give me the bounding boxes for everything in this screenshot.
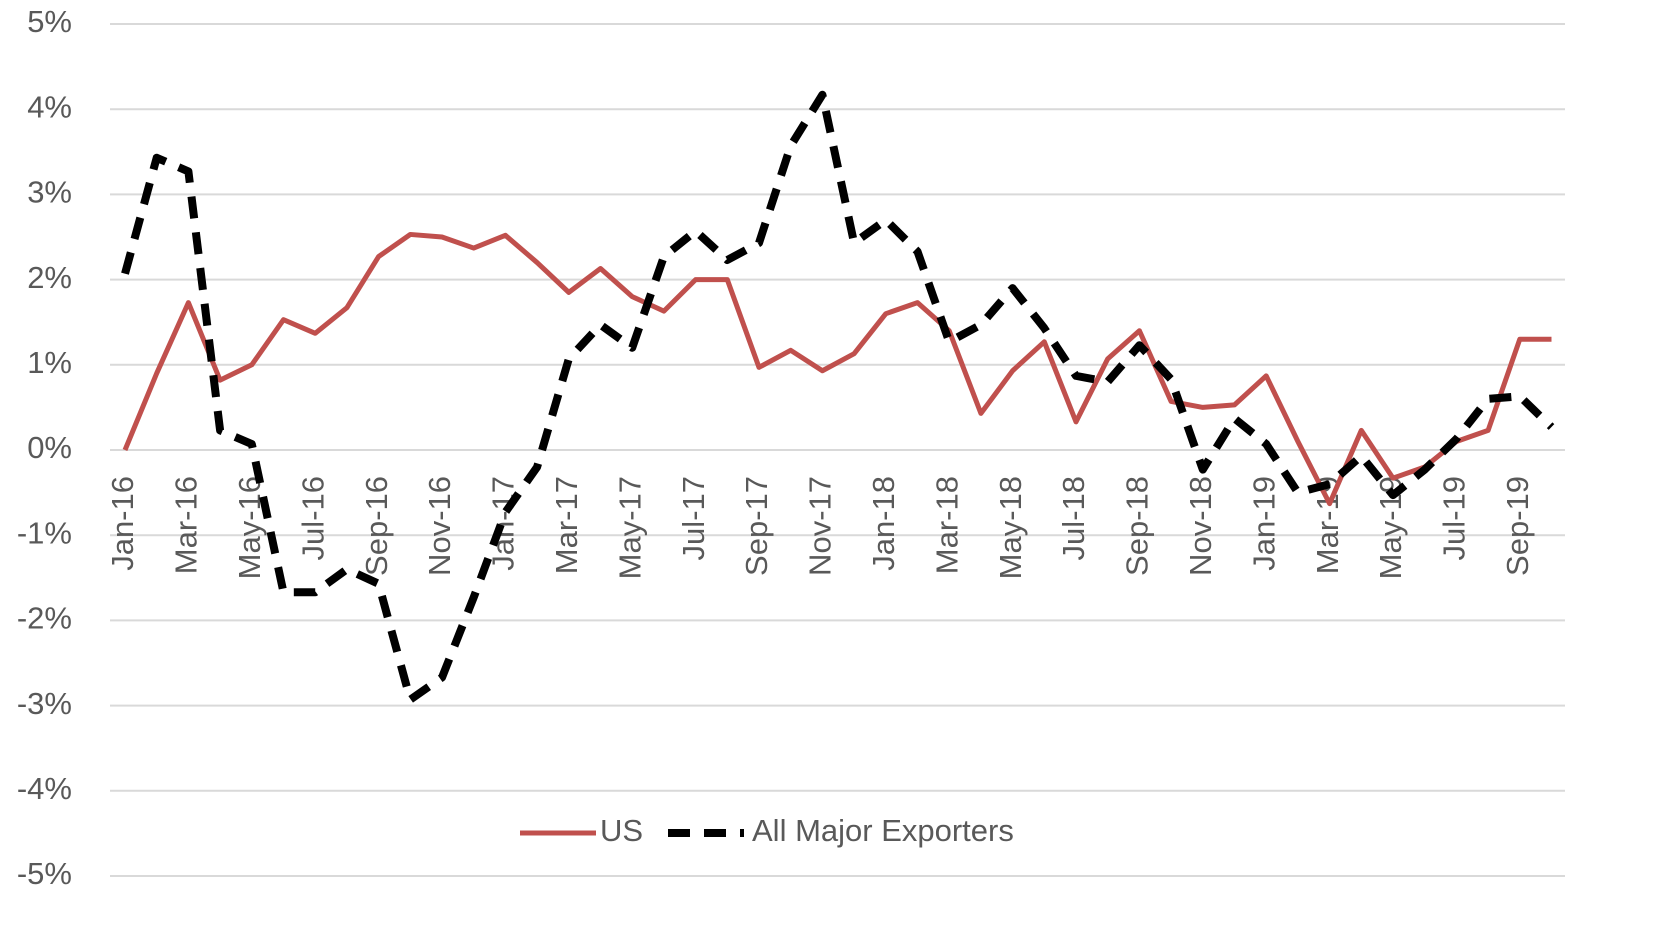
x-tick-label: May-18 (993, 476, 1028, 579)
y-tick-label: -4% (17, 771, 72, 806)
legend-label: All Major Exporters (752, 813, 1014, 848)
x-tick-label: Sep-17 (739, 476, 774, 576)
x-tick-label: Sep-19 (1500, 476, 1535, 576)
y-tick-label: 3% (27, 175, 72, 210)
x-tick-label: Mar-17 (549, 476, 584, 574)
y-tick-label: 5% (27, 4, 72, 39)
x-tick-label: Mar-19 (1310, 476, 1345, 574)
y-tick-label: 1% (27, 345, 72, 380)
x-tick-label: Jul-17 (676, 476, 711, 560)
y-tick-label: 4% (27, 89, 72, 124)
y-tick-label: 2% (27, 260, 72, 295)
y-tick-label: -5% (17, 856, 72, 891)
series-line (122, 231, 1552, 507)
x-tick-label: Jan-17 (486, 476, 521, 571)
x-tick-label: Mar-18 (929, 476, 964, 574)
x-tick-label: Sep-16 (359, 476, 394, 576)
x-tick-label: Jan-16 (105, 476, 140, 571)
x-tick-label: Nov-16 (422, 476, 457, 576)
x-tick-label: Nov-18 (1183, 476, 1218, 576)
x-tick-label: Jan-18 (866, 476, 901, 571)
x-tick-label: Sep-18 (1120, 476, 1155, 576)
x-tick-label: Jan-19 (1246, 476, 1281, 571)
x-tick-label: Mar-16 (169, 476, 204, 574)
legend-label: US (600, 813, 643, 848)
y-tick-label: 0% (27, 430, 72, 465)
x-tick-label: May-16 (232, 476, 267, 579)
y-tick-label: -2% (17, 601, 72, 636)
y-tick-label: -1% (17, 515, 72, 550)
x-tick-label: Nov-17 (803, 476, 838, 576)
x-tick-label: Jul-19 (1437, 476, 1472, 560)
x-tick-label: Jul-18 (1056, 476, 1091, 560)
y-tick-label: -3% (17, 686, 72, 721)
x-tick-label: May-17 (612, 476, 647, 579)
series-line (121, 90, 1555, 704)
x-tick-label: Jul-16 (295, 476, 330, 560)
